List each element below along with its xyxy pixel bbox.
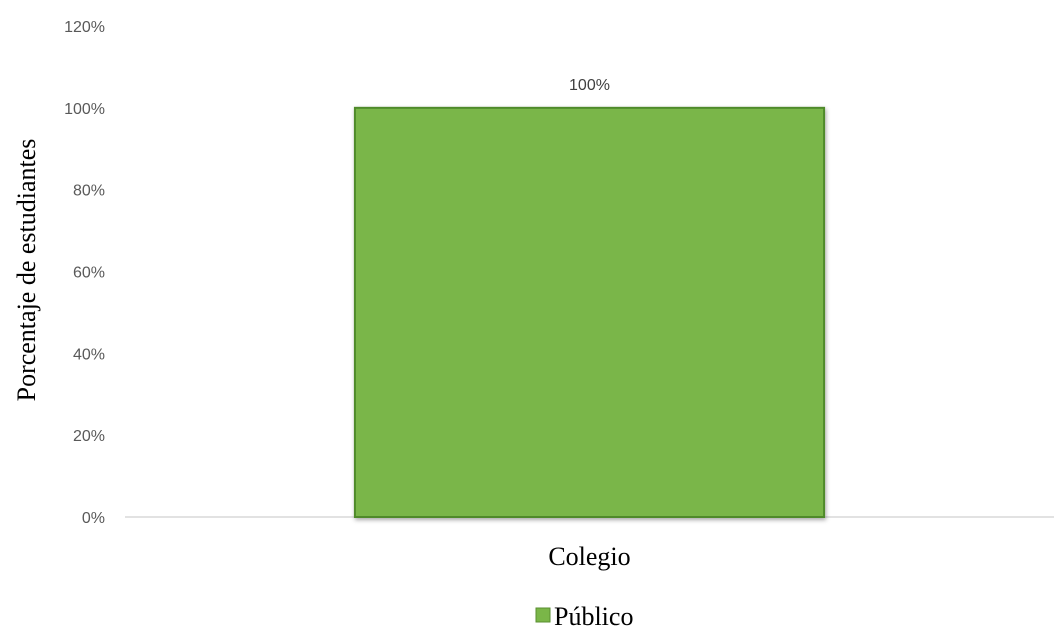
y-axis-title: Porcentaje de estudiantes [12, 139, 41, 402]
y-tick-label: 80% [73, 183, 105, 200]
y-tick-label: 20% [73, 428, 105, 445]
y-tick-label: 0% [82, 510, 105, 527]
bar-data-label: 100% [569, 77, 610, 94]
y-tick-label: 100% [64, 101, 105, 118]
legend: Público [535, 602, 633, 631]
x-axis-ticks: Colegio [548, 542, 630, 571]
y-tick-label: 120% [64, 19, 105, 36]
legend-label-publico: Público [554, 602, 633, 631]
legend-swatch-publico [535, 607, 551, 623]
bar-p-blico [353, 106, 826, 518]
y-tick-label: 40% [73, 346, 105, 363]
y-axis-ticks: 0% 20% 40% 60% 80% 100% 120% [64, 19, 105, 527]
bars-group [353, 106, 826, 518]
data-labels-group: 100% [569, 77, 610, 94]
x-tick-label: Colegio [548, 542, 630, 571]
y-tick-label: 60% [73, 265, 105, 282]
